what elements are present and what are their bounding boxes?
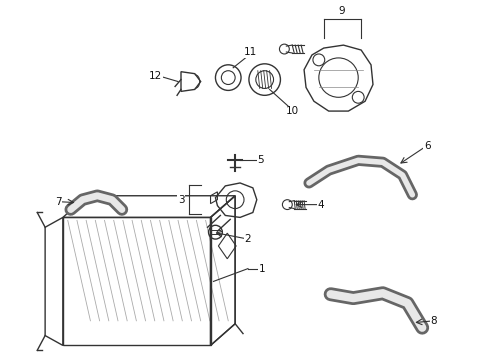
- Text: 8: 8: [430, 316, 436, 326]
- Text: 9: 9: [338, 6, 344, 15]
- Text: 1: 1: [258, 264, 264, 274]
- Text: 6: 6: [423, 140, 429, 150]
- Text: 10: 10: [285, 106, 298, 116]
- Text: 5: 5: [257, 155, 264, 165]
- Text: 7: 7: [55, 197, 61, 207]
- Text: 4: 4: [317, 199, 324, 210]
- Text: 2: 2: [244, 234, 251, 244]
- Text: 11: 11: [244, 47, 257, 57]
- Text: 12: 12: [148, 71, 162, 81]
- Text: 3: 3: [177, 195, 184, 205]
